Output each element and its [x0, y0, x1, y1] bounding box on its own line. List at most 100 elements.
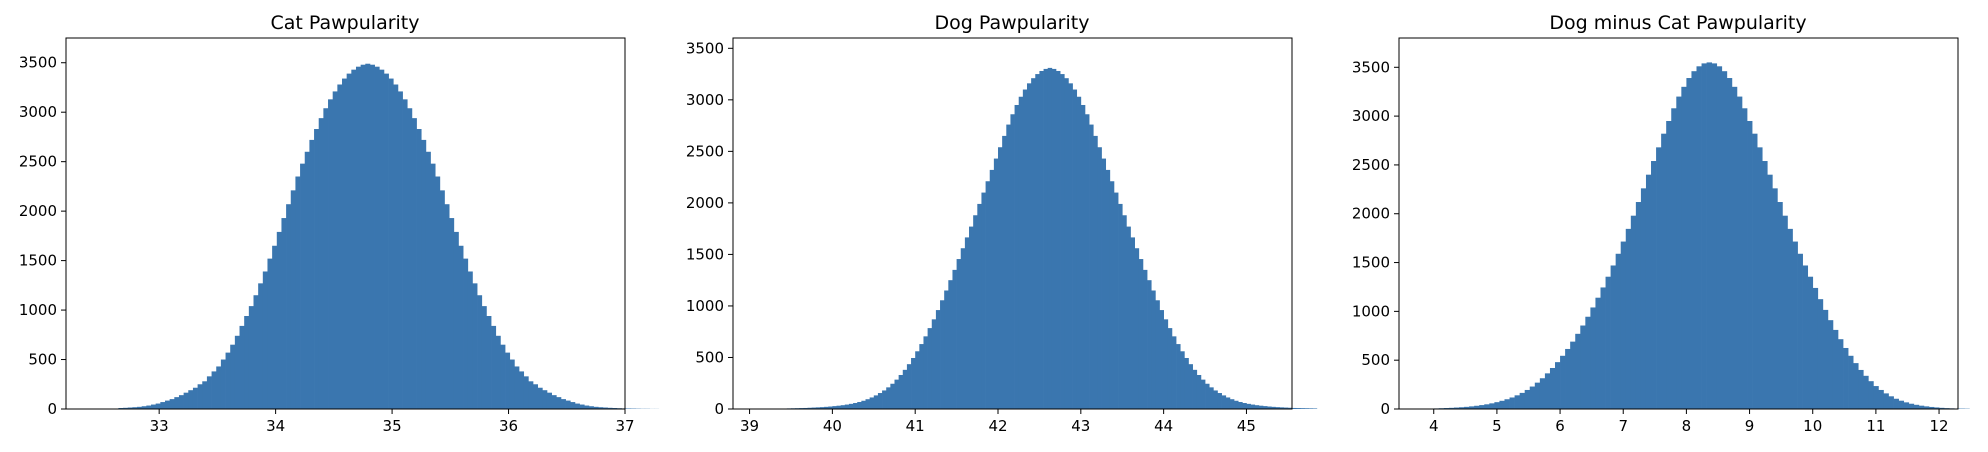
histogram-bar: [323, 108, 329, 410]
histogram-bar: [811, 407, 817, 409]
histogram-bar: [1138, 259, 1144, 409]
histogram-bar: [155, 403, 161, 409]
panel-dog-minus-cat-pawpularity: Dog minus Cat Pawpularity 4 5 6 7 8 9 10 11 12 0…: [1352, 12, 1970, 435]
histogram-bar: [1827, 320, 1834, 409]
histogram-bar: [815, 407, 821, 409]
histogram-bar: [832, 406, 837, 409]
histogram-bar: [290, 190, 296, 409]
histogram-bar: [500, 344, 506, 409]
histogram-bar: [1026, 83, 1032, 409]
histogram-bar: [551, 395, 557, 409]
histogram-bar: [840, 405, 846, 409]
histogram-bar: [467, 271, 473, 409]
histogram-bar: [1752, 133, 1758, 409]
panel-dog-pawpularity: Dog Pawpularity 39 40 41 42 43 44 45 0 500 1000 1…: [686, 12, 1318, 435]
histogram-bar: [584, 405, 590, 409]
chart-title: Cat Pawpularity: [271, 12, 420, 34]
histogram-bar: [598, 407, 604, 409]
histogram-bar: [853, 403, 858, 409]
histogram-bar: [332, 91, 338, 410]
histogram-bar: [911, 357, 916, 409]
histogram-bar: [421, 139, 427, 409]
histogram-bar: [1534, 382, 1541, 409]
histogram-bar: [1701, 63, 1707, 409]
histogram-bar: [127, 407, 133, 409]
histogram-bar: [463, 258, 469, 409]
histogram-bar: [546, 392, 552, 409]
histogram-bar: [1113, 192, 1119, 409]
x-axis-ticks: 33 34 35 36 37: [150, 409, 635, 435]
histogram-bar: [865, 399, 870, 409]
histogram-bar: [1651, 161, 1657, 409]
y-axis-ticks: 0 500 1000 1500 2000 2500 3000 3500: [1352, 58, 1399, 418]
histogram-bar: [1064, 78, 1069, 409]
histogram-bar: [151, 404, 157, 409]
x-tick-label: 40: [823, 417, 842, 435]
histogram-bar: [1022, 89, 1028, 409]
histogram-bar: [1018, 96, 1024, 410]
histogram-bar: [1238, 401, 1243, 409]
y-tick-label: 3000: [686, 91, 724, 109]
histogram-bar: [807, 407, 813, 409]
histogram-bar: [898, 374, 904, 409]
histogram-bars: [118, 63, 660, 410]
histogram-bar: [560, 399, 566, 409]
histogram-bar: [314, 129, 320, 409]
histogram-bar: [276, 231, 282, 409]
histogram-bar: [1934, 407, 1940, 409]
histogram-bar: [542, 390, 548, 409]
histogram-bar: [402, 99, 408, 409]
histogram-bar: [923, 336, 928, 409]
histogram-bar: [160, 402, 166, 409]
y-tick-label: 1000: [1352, 302, 1390, 320]
histogram-bar: [1741, 108, 1748, 409]
y-tick-label: 1500: [686, 245, 724, 263]
x-tick-label: 37: [615, 417, 634, 435]
histogram-bar: [1089, 124, 1094, 409]
histogram-bar: [1188, 364, 1193, 409]
histogram-bar: [1762, 161, 1768, 409]
histogram-bar: [346, 73, 352, 410]
histogram-bar: [1661, 133, 1667, 409]
histogram-bar: [1484, 404, 1490, 409]
histogram-bar: [1242, 403, 1247, 409]
histogram-bar: [1817, 299, 1824, 409]
histogram-bar: [1200, 379, 1206, 409]
histogram-bar: [225, 352, 231, 409]
y-tick-label: 2500: [19, 153, 57, 171]
histogram-bar: [1155, 300, 1160, 409]
y-tick-label: 2500: [1352, 156, 1390, 174]
histogram-bar: [902, 369, 908, 409]
histogram-bar: [1002, 135, 1007, 409]
histogram-bar: [593, 406, 599, 409]
histogram-bar: [1711, 63, 1718, 409]
histogram-bar: [411, 118, 417, 409]
histogram-bar: [328, 99, 334, 409]
histogram-bar: [192, 387, 198, 409]
plot-frame: [65, 37, 626, 410]
histogram-bar: [1888, 396, 1894, 409]
histogram-bar: [1863, 375, 1869, 409]
histogram-bar: [1736, 96, 1743, 409]
histogram-bar: [1163, 319, 1169, 409]
histogram-bar: [1130, 237, 1135, 409]
histogram-bar: [286, 204, 292, 409]
histogram-bar: [1271, 406, 1276, 409]
x-tick-label: 4: [1429, 417, 1439, 435]
x-tick-label: 7: [1618, 417, 1628, 435]
histogram-bar: [1918, 405, 1925, 409]
histogram-bar: [374, 66, 380, 409]
histogram-bar: [607, 407, 613, 409]
histogram-bar: [495, 335, 501, 409]
histogram-bar: [1469, 406, 1475, 409]
histogram-bar: [491, 325, 497, 409]
histogram-bar: [1519, 392, 1526, 409]
histogram-bar: [1691, 71, 1697, 409]
histogram-bar: [989, 169, 995, 409]
histogram-bar: [453, 231, 459, 409]
histogram-bars: [786, 67, 1318, 410]
plot-frame: [1398, 37, 1959, 410]
histogram-bar: [969, 226, 974, 409]
histogram-bar: [1726, 78, 1733, 409]
histogram-bar: [1308, 408, 1314, 409]
